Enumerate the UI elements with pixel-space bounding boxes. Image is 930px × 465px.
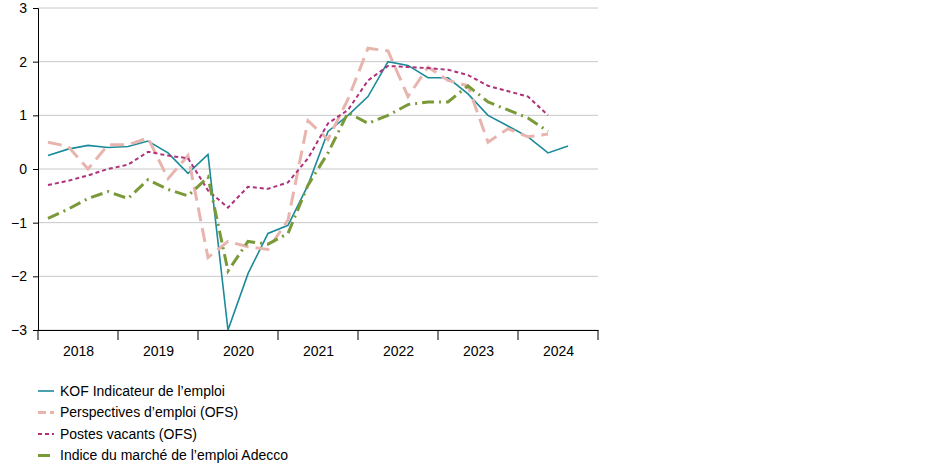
y-tick: −3 [11,322,38,338]
legend-label: Postes vacants (OFS) [60,426,197,442]
legend-item: Perspectives d’emploi (OFS) [38,404,238,420]
x-tick: 2022 [383,330,414,359]
year-separator [518,330,519,340]
x-tick: 2020 [223,330,254,359]
grid [38,8,598,330]
legend-swatch [38,433,54,435]
year-separator [438,330,439,340]
grid-line [38,8,598,9]
legend: KOF Indicateur de l’emploi Perspectives d… [38,383,288,464]
tick-mark [33,8,38,9]
tick-label: 1 [19,107,27,123]
grid-line [38,115,598,116]
tick-mark [33,276,38,277]
x-tick: 2024 [543,330,574,359]
y-tick: 3 [19,0,38,16]
legend-swatch [38,454,54,457]
y-tick: −1 [11,215,38,231]
axis-line [39,330,599,331]
tick-label: −3 [11,322,27,338]
tick-mark [33,223,38,224]
tick-label: 2019 [143,343,174,359]
series-line [48,48,548,257]
grid-line [38,330,598,331]
year-separator [198,330,199,340]
x-tick: 2021 [303,330,334,359]
grid-line [38,222,598,223]
year-separator [278,330,279,340]
series-line [48,66,548,208]
x-tick: 2019 [143,330,174,359]
tick-label: 2018 [63,343,94,359]
grid-line [38,61,598,62]
series-line [48,86,548,271]
y-tick: 1 [19,107,38,123]
grid-line [38,276,598,277]
tick-label: −1 [11,215,27,231]
tick-label: −2 [11,268,27,284]
tick-mark [33,169,38,170]
grid-line [38,169,598,170]
year-separator [118,330,119,340]
tick-label: 2024 [543,343,574,359]
y-tick: 0 [19,161,38,177]
tick-label: 2023 [463,343,494,359]
year-separator [358,330,359,340]
tick-label: 0 [19,161,27,177]
x-axis: 2018 2019 2020 2021 2022 2023 2024 [39,330,599,359]
year-separators [38,330,598,340]
legend-item: Indice du marché de l’emploi Adecco [38,447,288,463]
year-separator [598,330,599,340]
tick-mark [33,62,38,63]
tick-label: 2022 [383,343,414,359]
tick-label: 2021 [303,343,334,359]
plot-area [48,48,568,330]
tick-label: 2 [19,54,27,70]
legend-item: Postes vacants (OFS) [38,426,197,442]
legend-item: KOF Indicateur de l’emploi [38,383,225,399]
tick-label: 3 [19,0,27,16]
year-separator [38,330,39,340]
tick-mark [33,115,38,116]
chart: −3 −2 −1 0 1 2 3 2018 2019 2020 2021 2022 2023 2024 KO… [0,0,930,465]
y-tick: −2 [11,268,38,284]
tick-label: 2020 [223,343,254,359]
tick-mark [33,330,38,331]
legend-label: Indice du marché de l’emploi Adecco [60,447,288,463]
x-tick: 2018 [63,330,94,359]
y-tick: 2 [19,54,38,70]
series-line [48,62,568,330]
y-axis: −3 −2 −1 0 1 2 3 [11,0,38,338]
legend-swatch [38,390,54,392]
legend-label: KOF Indicateur de l’emploi [60,383,225,399]
x-tick: 2023 [463,330,494,359]
legend-label: Perspectives d’emploi (OFS) [60,404,238,420]
legend-swatch [38,411,54,414]
axis-line [33,9,39,331]
